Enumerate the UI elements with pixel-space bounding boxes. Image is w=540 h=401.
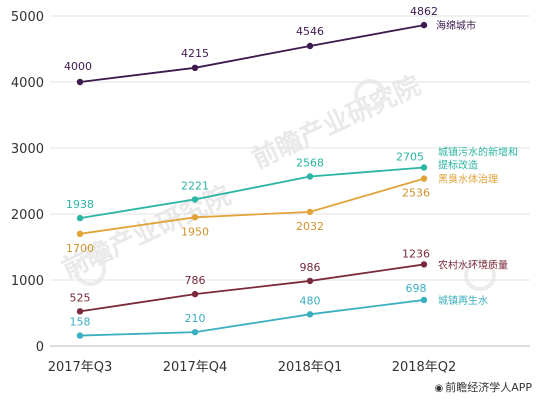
y-tick-label: 3000 — [11, 142, 44, 157]
data-label: 4546 — [296, 25, 324, 38]
data-point — [76, 78, 84, 86]
data-point — [191, 328, 199, 336]
data-point — [306, 311, 314, 318]
data-point — [306, 173, 314, 180]
series-name-label: 海绵城市 — [436, 19, 476, 32]
data-point — [420, 164, 428, 171]
data-point — [76, 230, 84, 237]
data-label: 1938 — [66, 198, 94, 211]
x-axis: 2017年Q3 2017年Q4 2018年Q1 2018年Q2 — [48, 360, 457, 375]
data-point — [306, 42, 314, 50]
y-tick-label: 0 — [36, 340, 44, 355]
data-point — [306, 208, 314, 216]
series-3: 525 786 986 1236 农村水环境质量 — [70, 247, 508, 315]
data-point — [191, 64, 199, 72]
data-point — [420, 21, 428, 29]
series-line — [79, 177, 425, 235]
x-tick-label: 2018年Q1 — [278, 360, 343, 375]
data-label: 1236 — [402, 247, 430, 260]
data-label: 2705 — [396, 150, 424, 163]
x-tick-label: 2017年Q4 — [163, 360, 228, 375]
series-line — [79, 24, 425, 83]
data-point — [420, 296, 428, 304]
data-label: 525 — [70, 291, 91, 304]
data-point — [191, 196, 199, 203]
data-point — [420, 261, 428, 268]
y-tick-label: 4000 — [11, 76, 44, 91]
series-4: 158 210 480 698 城镇再生水 — [70, 282, 488, 339]
x-tick-label: 2018年Q2 — [392, 360, 457, 375]
watermark-logo-icon — [354, 79, 386, 111]
series-name-label: 农村水环境质量 — [438, 258, 508, 271]
y-tick-label: 2000 — [11, 208, 44, 223]
data-label: 1700 — [66, 242, 94, 255]
data-label: 4862 — [410, 5, 438, 18]
source-credit: ◉ 前瞻经济学人APP — [434, 379, 532, 395]
data-point — [76, 308, 84, 315]
data-point — [191, 214, 199, 221]
data-label: 986 — [300, 261, 321, 274]
data-label: 4215 — [181, 47, 209, 60]
series-line — [79, 263, 425, 313]
data-point — [76, 214, 84, 222]
data-label: 2221 — [181, 179, 209, 192]
data-label: 2568 — [296, 157, 324, 170]
y-tick-label: 5000 — [11, 10, 44, 25]
credit-text: 前瞻经济学人APP — [445, 381, 532, 394]
data-label: 210 — [185, 312, 206, 325]
series-line — [79, 166, 425, 219]
data-label: 786 — [185, 274, 206, 287]
data-point — [76, 332, 84, 339]
data-label: 4000 — [64, 60, 92, 73]
data-point — [306, 277, 314, 285]
weibo-icon: ◉ — [434, 383, 444, 394]
data-label: 158 — [70, 316, 91, 329]
series-2: 1700 1950 2032 2536 黑臭水体治理 — [66, 173, 498, 255]
data-label: 480 — [300, 294, 321, 307]
data-label: 1950 — [181, 225, 209, 238]
y-tick-label: 1000 — [11, 274, 44, 289]
x-tick-label: 2017年Q3 — [48, 360, 113, 375]
data-point — [420, 175, 428, 182]
series-1: 1938 2221 2568 2705 城镇污水的新增和提标改造 — [66, 145, 518, 222]
data-label: 698 — [406, 282, 427, 295]
series-name-label: 城镇污水的新增和提标改造 — [438, 145, 518, 171]
data-label: 2536 — [402, 187, 430, 200]
watermark-logo-icon — [74, 254, 106, 286]
data-label: 2032 — [296, 220, 324, 233]
data-point — [191, 290, 199, 298]
watermark-logo-icon — [464, 259, 496, 291]
series-name-label: 黑臭水体治理 — [438, 173, 498, 186]
series-name-label: 城镇再生水 — [438, 294, 488, 307]
series-line — [79, 299, 425, 337]
gridlines — [50, 15, 530, 347]
y-axis: 0 1000 2000 3000 4000 5000 — [11, 10, 44, 355]
